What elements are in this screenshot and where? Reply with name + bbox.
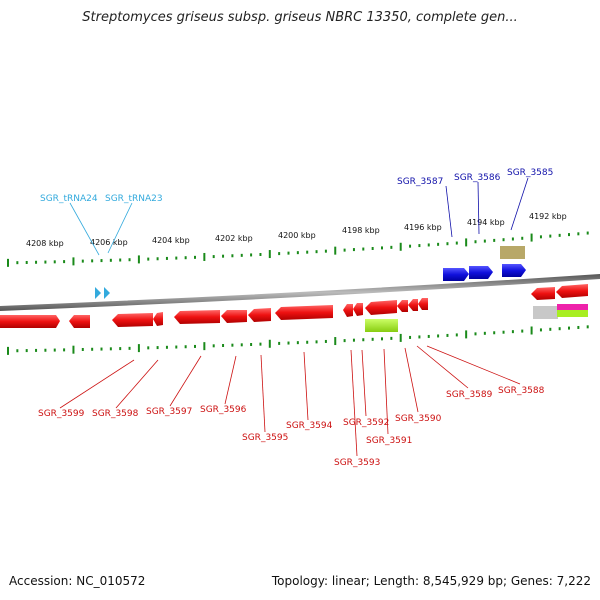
trna-arrow[interactable] xyxy=(104,287,110,299)
gene-label[interactable]: SGR_3590 xyxy=(395,414,442,424)
reverse-genes xyxy=(0,284,588,328)
ruler-label: 4202 kbp xyxy=(215,234,253,243)
gene-arrow[interactable] xyxy=(408,299,418,311)
gene-label[interactable]: SGR_3597 xyxy=(146,407,192,417)
ruler-label: 4208 kbp xyxy=(26,239,64,248)
gene-arrow[interactable] xyxy=(0,315,60,328)
gene-arrow[interactable] xyxy=(221,310,247,323)
ruler-label: 4198 kbp xyxy=(342,226,380,235)
gene-arrow[interactable] xyxy=(174,310,220,324)
trna-label[interactable]: SGR_tRNA24 xyxy=(40,194,98,204)
gene-arrow[interactable] xyxy=(418,298,428,310)
gene-label[interactable]: SGR_3595 xyxy=(242,433,288,443)
ruler-label: 4192 kbp xyxy=(529,212,567,221)
gene-label[interactable]: SGR_3594 xyxy=(286,421,333,431)
feature-box[interactable] xyxy=(557,310,588,317)
gene-arrow[interactable] xyxy=(365,300,397,315)
gene-arrow[interactable] xyxy=(275,305,333,320)
gene-label[interactable]: SGR_3599 xyxy=(38,409,85,419)
feature-box[interactable] xyxy=(533,306,558,319)
gene-arrow[interactable] xyxy=(397,300,408,312)
gene-arrow[interactable] xyxy=(556,284,588,298)
ruler-label: 4194 kbp xyxy=(467,218,505,227)
trna-arrow[interactable] xyxy=(95,287,101,299)
other-features xyxy=(365,246,588,332)
topology-text: Topology: linear; Length: 8,545,929 bp; … xyxy=(271,574,591,588)
gene-label[interactable]: SGR_3591 xyxy=(366,436,412,446)
gene-label[interactable]: SGR_3593 xyxy=(334,458,380,468)
ruler-label: 4200 kbp xyxy=(278,231,316,240)
gene-label[interactable]: SGR_3589 xyxy=(446,390,493,400)
gene-labels: SGR_3599 SGR_3598 SGR_3597 SGR_3596 SGR_… xyxy=(38,168,553,468)
gene-arrow[interactable] xyxy=(343,304,353,317)
accession-text: Accession: NC_010572 xyxy=(9,574,146,588)
gene-label[interactable]: SGR_3585 xyxy=(507,168,553,178)
gene-arrow[interactable] xyxy=(531,287,555,300)
gene-arrow[interactable] xyxy=(443,268,469,281)
trna-features xyxy=(95,287,110,299)
feature-box[interactable] xyxy=(500,246,525,259)
gene-arrow[interactable] xyxy=(469,266,493,279)
gene-label[interactable]: SGR_3587 xyxy=(397,177,443,187)
chromosome-backbone xyxy=(0,274,600,311)
trna-label[interactable]: SGR_tRNA23 xyxy=(105,194,163,204)
gene-arrow[interactable] xyxy=(153,312,163,326)
gene-label[interactable]: SGR_3598 xyxy=(92,409,139,419)
ruler-label: 4206 kbp xyxy=(90,238,128,247)
gene-label[interactable]: SGR_3596 xyxy=(200,405,247,415)
gene-arrow[interactable] xyxy=(112,313,153,327)
feature-box[interactable] xyxy=(365,319,398,332)
feature-box[interactable] xyxy=(557,304,588,310)
ruler-label: 4196 kbp xyxy=(404,223,442,232)
gene-label[interactable]: SGR_3586 xyxy=(454,173,501,183)
ruler-labels: 4208 kbp 4206 kbp 4204 kbp 4202 kbp 4200… xyxy=(26,212,567,248)
map-title: Streptomyces griseus subsp. griseus NBRC… xyxy=(82,10,518,25)
gene-label[interactable]: SGR_3592 xyxy=(343,418,389,428)
gene-arrow[interactable] xyxy=(353,303,363,316)
ruler-ticks-bottom xyxy=(7,325,589,355)
gene-arrow[interactable] xyxy=(248,308,271,322)
gene-arrow[interactable] xyxy=(69,315,90,328)
forward-genes xyxy=(443,264,526,281)
ruler-label: 4204 kbp xyxy=(152,236,190,245)
ruler-ticks-top xyxy=(7,231,589,267)
gene-arrow[interactable] xyxy=(502,264,526,277)
leader-lines xyxy=(59,177,529,457)
gene-label[interactable]: SGR_3588 xyxy=(498,386,545,396)
